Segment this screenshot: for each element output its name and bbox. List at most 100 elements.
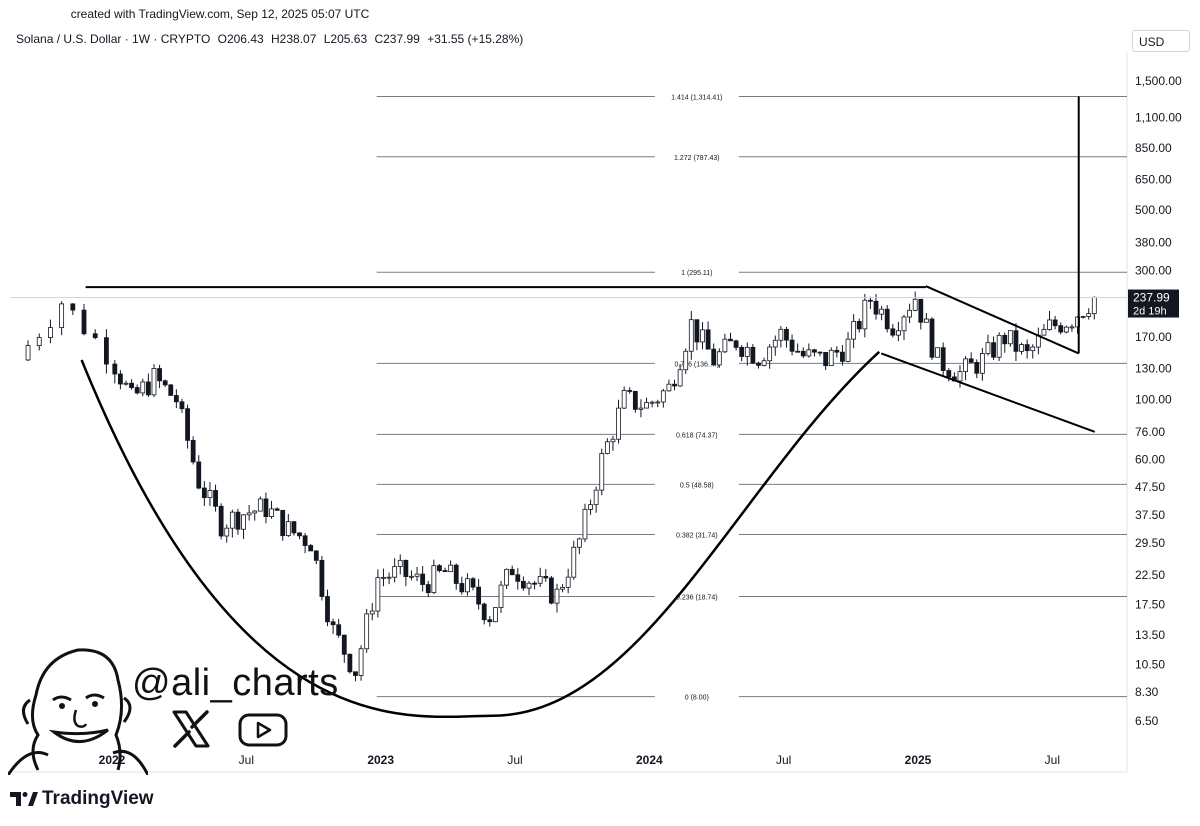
candle-body [543, 576, 549, 579]
price-axis-label: 17.50 [1135, 598, 1165, 612]
fib-label-bg [654, 358, 739, 369]
price-axis-label: 500.00 [1135, 203, 1172, 217]
candle-body [840, 351, 845, 362]
candle-body [795, 350, 801, 353]
candle-body [784, 328, 789, 341]
ohlc-open: O206.43 [217, 32, 264, 46]
candle-body [800, 350, 806, 357]
candle-body [123, 382, 129, 385]
fib-label-bg [654, 479, 739, 490]
candle-body [1069, 326, 1075, 329]
candle-body [616, 407, 621, 440]
candle-body [1002, 334, 1008, 345]
fib-level-label: 1.414 (1,314.41) [671, 95, 722, 102]
candle-body [375, 577, 381, 612]
candle-body [162, 380, 168, 386]
channel-lower-line [880, 352, 1096, 433]
youtube-icon[interactable] [238, 712, 288, 748]
candle-body [207, 490, 213, 499]
price-axis-label: 47.50 [1135, 480, 1165, 494]
candle-body [442, 570, 448, 573]
candle-body [487, 619, 493, 623]
candle-body [129, 382, 134, 388]
candle-body [213, 490, 218, 507]
candle-body [70, 303, 76, 311]
candle-body [151, 368, 157, 396]
candle-body [879, 308, 885, 315]
candle-body [761, 360, 767, 366]
candle-body [509, 568, 515, 576]
candle-body [92, 333, 98, 339]
candle-body [963, 358, 968, 373]
candle-body [453, 564, 459, 584]
candle-body [744, 346, 750, 357]
candle-body [381, 576, 386, 579]
fib-level-label: 1 (295.11) [681, 270, 712, 277]
symbol-title[interactable]: Solana / U.S. Dollar · 1W · CRYPTO [16, 32, 211, 46]
time-axis-label: Jul [776, 753, 791, 767]
candle-body [386, 576, 392, 579]
candle-body [218, 505, 224, 537]
candle-body [739, 346, 745, 357]
candle-body [599, 453, 605, 491]
candle-body [325, 596, 330, 623]
candle-body [336, 624, 342, 636]
author-handle: @ali_charts [132, 662, 339, 704]
fib-level-label: 0 (8.00) [685, 695, 709, 702]
candle-body [369, 610, 375, 615]
candle-body [157, 368, 162, 382]
candle-body [526, 582, 532, 589]
candle-body [560, 586, 565, 590]
candle-body [694, 319, 700, 343]
price-axis-label: 1,100.00 [1135, 110, 1182, 124]
candle-body [722, 338, 728, 353]
candle-body [996, 334, 1002, 358]
fib-label-bg [654, 267, 739, 278]
tradingview-brand[interactable]: TradingView [10, 788, 154, 810]
candle-body [604, 441, 610, 454]
candle-body [873, 300, 879, 315]
fib-level-label: 1.272 (787.43) [674, 155, 720, 162]
candle-body [700, 329, 705, 343]
candle-body [1080, 316, 1086, 318]
candle-body [330, 621, 336, 626]
price-axis-label: 76.00 [1135, 425, 1165, 439]
candle-body [940, 347, 946, 371]
candle-body [772, 339, 778, 348]
candle-body [431, 565, 437, 594]
candle-body [968, 358, 974, 363]
candle-body [280, 509, 286, 537]
candle-body [817, 351, 823, 354]
price-axis-label: 170.00 [1135, 330, 1172, 344]
price-axis-label: 6.50 [1135, 714, 1159, 728]
candle-body [134, 387, 140, 394]
candle-body [644, 402, 649, 409]
candle-body [104, 337, 109, 365]
candle-body [979, 353, 985, 374]
candle-body [235, 511, 241, 530]
candle-body [1041, 329, 1047, 336]
x-logo-icon[interactable] [170, 708, 212, 750]
candle-body [241, 514, 246, 530]
candle-body [862, 299, 868, 330]
candle-body [48, 327, 53, 338]
candle-body [672, 383, 677, 387]
price-axis-label: 380.00 [1135, 235, 1172, 249]
ohlc-close: C237.99 [374, 32, 420, 46]
currency-button[interactable]: USD [1132, 30, 1190, 52]
candle-body [677, 369, 683, 387]
fib-label-bg [654, 529, 739, 540]
candle-body [901, 316, 907, 332]
candle-body [504, 568, 510, 586]
candle-body [705, 329, 711, 350]
ohlc-high: H238.07 [271, 32, 317, 46]
candle-body [414, 573, 420, 577]
tradingview-logo-icon [10, 792, 38, 806]
candle-body [1086, 313, 1092, 317]
created-with-text: created with TradingView.com, Sep 12, 20… [70, 7, 370, 21]
candle-body [465, 578, 470, 593]
candle-body [1058, 325, 1064, 333]
candle-body [588, 504, 593, 510]
candle-body [548, 577, 554, 604]
